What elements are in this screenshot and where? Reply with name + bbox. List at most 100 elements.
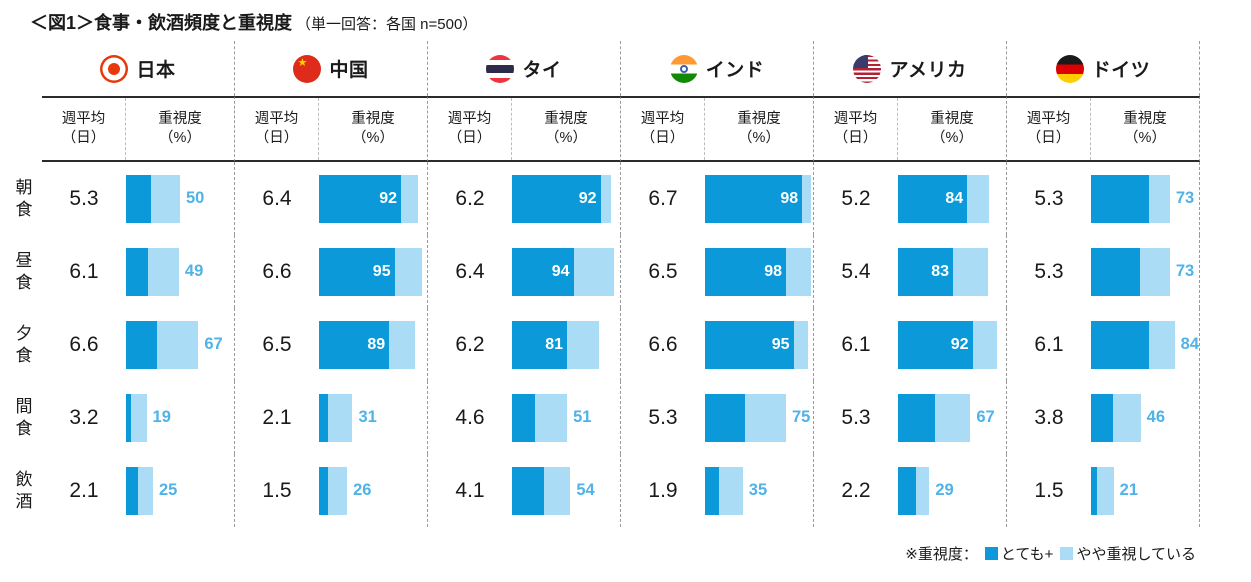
importance-bar-very-segment — [319, 393, 328, 442]
importance-bar-very-segment: 84 — [898, 174, 968, 223]
importance-bar-somewhat-segment — [916, 466, 930, 515]
importance-bar-somewhat-segment — [793, 320, 808, 369]
data-cell-india-4: 1.9 35 — [621, 454, 814, 527]
importance-bar-very-segment — [319, 466, 328, 515]
importance-bar-very-segment — [512, 393, 535, 442]
importance-bar: 92 — [319, 174, 419, 223]
importance-bar-very-segment — [126, 247, 148, 296]
subheader-importance-label: 重視度 （%） — [705, 98, 813, 160]
subheader-thailand: 週平均 （日） 重視度 （%） — [428, 96, 621, 162]
data-cell-india-3: 5.3 75 — [621, 381, 814, 454]
data-cell-germany-1: 5.3 73 — [1007, 235, 1200, 308]
weekly-average-value: 6.1 — [841, 332, 871, 356]
country-name: インド — [705, 60, 765, 81]
importance-barzone: 25 — [126, 466, 234, 515]
importance-bar-somewhat-segment — [934, 393, 971, 442]
importance-bar — [1091, 393, 1141, 442]
importance-bar-somewhat-segment — [147, 247, 179, 296]
weekly-average-value: 6.6 — [69, 332, 99, 356]
importance-value-label: 51 — [573, 408, 592, 426]
chart-legend: ※重視度： とても+ やや重視している — [905, 543, 1196, 564]
data-cell-germany-3: 3.8 46 — [1007, 381, 1200, 454]
importance-value-label: 19 — [152, 408, 171, 426]
importance-barzone: 98 — [705, 174, 813, 223]
country-header-usa: アメリカ — [814, 41, 1007, 96]
importance-bar-very-segment: 95 — [319, 247, 395, 296]
importance-bar — [1091, 174, 1170, 223]
subheader-importance-line: 重視度 — [351, 111, 395, 128]
grid-corner-spacer — [6, 41, 42, 96]
data-cell-india-1: 6.5 98 — [621, 235, 814, 308]
importance-bar — [705, 393, 786, 442]
importance-value-label: 84 — [1180, 335, 1199, 353]
importance-bar: 89 — [319, 320, 416, 369]
importance-bar-very-segment — [1091, 393, 1113, 442]
importance-bar-somewhat-segment — [1097, 466, 1114, 515]
importance-bar-somewhat-segment — [1149, 174, 1170, 223]
importance-barzone: 19 — [126, 393, 234, 442]
data-cell-japan-3: 3.2 19 — [42, 381, 235, 454]
importance-barzone: 50 — [126, 174, 234, 223]
importance-value-label: 54 — [576, 481, 595, 499]
importance-barzone: 67 — [126, 320, 234, 369]
importance-bar: 92 — [512, 174, 612, 223]
data-cell-china-2: 6.5 89 — [235, 308, 428, 381]
data-cell-usa-1: 5.4 83 — [814, 235, 1007, 308]
weekly-average-value: 5.3 — [841, 405, 871, 429]
weekly-average-value: 5.3 — [1034, 259, 1064, 283]
importance-bar — [1091, 466, 1114, 515]
weekly-average-value: 1.5 — [262, 478, 292, 502]
subheader-weekly-label: 週平均 （日） — [235, 98, 319, 160]
subheader-weekly-label: 週平均 （日） — [814, 98, 898, 160]
subheader-weekly-label: 週平均 （日） — [428, 98, 512, 160]
importance-bar-somewhat-segment — [785, 247, 811, 296]
weekly-average-value: 1.5 — [1034, 478, 1064, 502]
country-name: タイ — [522, 60, 562, 81]
importance-bar-somewhat-segment — [567, 320, 600, 369]
importance-bar-somewhat-segment — [389, 320, 416, 369]
data-cell-japan-0: 5.3 50 — [42, 162, 235, 235]
importance-bar-very-segment — [1091, 174, 1150, 223]
weekly-average-value: 6.2 — [455, 186, 485, 210]
importance-bar-very-segment — [126, 320, 158, 369]
data-cell-thailand-0: 6.2 92 — [428, 162, 621, 235]
weekly-average-value: 5.3 — [69, 186, 99, 210]
importance-barzone: 49 — [126, 247, 234, 296]
importance-bar-very-segment: 92 — [319, 174, 402, 223]
importance-barzone: 89 — [319, 320, 427, 369]
country-name: アメリカ — [889, 60, 967, 81]
importance-barzone: 73 — [1091, 174, 1199, 223]
subheader-importance-line: （%） — [1124, 130, 1166, 146]
importance-value-label: 75 — [792, 408, 811, 426]
data-cell-thailand-2: 6.2 81 — [428, 308, 621, 381]
weekly-average-value: 4.1 — [455, 478, 485, 502]
importance-barzone: 46 — [1091, 393, 1199, 442]
weekly-average-value: 3.8 — [1034, 405, 1064, 429]
importance-bar — [1091, 320, 1175, 369]
weekly-average-value: 5.3 — [1034, 186, 1064, 210]
importance-bar-very-segment: 98 — [705, 247, 786, 296]
importance-bar-very-segment — [512, 466, 545, 515]
subheader-importance-line: 重視度 — [930, 111, 974, 128]
importance-bar-very-segment — [705, 466, 720, 515]
importance-value-label: 73 — [1175, 189, 1195, 207]
importance-bar — [898, 393, 971, 442]
importance-bar: 98 — [705, 247, 811, 296]
importance-bar-somewhat-segment — [394, 247, 422, 296]
weekly-average-value: 6.7 — [648, 186, 678, 210]
importance-barzone: 21 — [1091, 466, 1199, 515]
importance-value-label: 21 — [1119, 481, 1139, 499]
subheader-importance-line: 重視度 — [737, 111, 781, 128]
subheader-japan: 週平均 （日） 重視度 （%） — [42, 96, 235, 162]
legend-very-swatch-icon — [984, 547, 998, 560]
country-header-china: 中国 — [235, 41, 428, 96]
data-cell-india-2: 6.6 95 — [621, 308, 814, 381]
country-name: ドイツ — [1091, 60, 1151, 81]
weekly-average-value: 5.4 — [841, 259, 871, 283]
importance-bar — [512, 393, 568, 442]
subheader-weekly-line: （日） — [447, 130, 492, 146]
importance-barzone: 95 — [319, 247, 427, 296]
data-cell-germany-0: 5.3 73 — [1007, 162, 1200, 235]
subheader-spacer — [6, 96, 42, 162]
importance-bar-somewhat-segment — [1148, 320, 1175, 369]
